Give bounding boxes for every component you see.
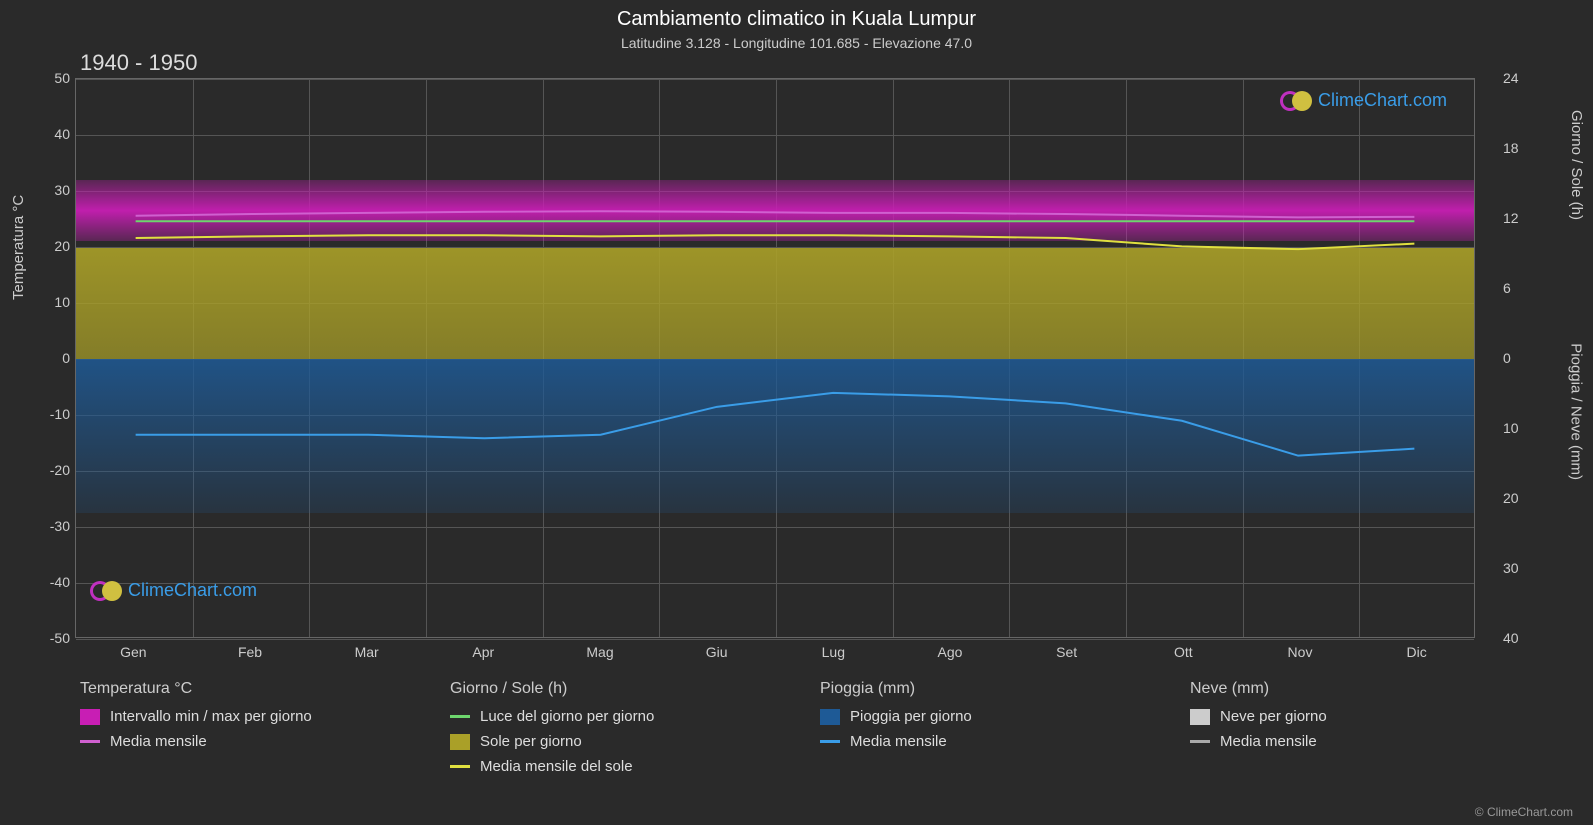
climechart-logo: ClimeChart.com xyxy=(1280,90,1447,111)
y-right-top-tick: 12 xyxy=(1503,210,1533,226)
copyright: © ClimeChart.com xyxy=(1475,805,1573,819)
x-tick: Lug xyxy=(803,644,863,660)
legend-item: Media mensile xyxy=(820,733,1150,750)
legend-label: Sole per giorno xyxy=(480,733,582,750)
y-left-tick: -20 xyxy=(40,462,70,478)
legend-group-title: Temperatura °C xyxy=(80,680,410,698)
legend-group: Neve (mm) Neve per giorno Media mensile xyxy=(1190,680,1520,783)
y-right-bot-tick: 20 xyxy=(1503,490,1533,506)
legend-item: Luce del giorno per giorno xyxy=(450,708,780,725)
rain-mean-line xyxy=(136,393,1415,456)
y-right-bot-tick: 40 xyxy=(1503,630,1533,646)
x-tick: Set xyxy=(1037,644,1097,660)
legend-label: Pioggia per giorno xyxy=(850,708,972,725)
y-right-top-tick: 0 xyxy=(1503,350,1533,366)
logo-icon xyxy=(1280,91,1312,111)
legend-swatch xyxy=(450,715,470,718)
chart-title: Cambiamento climatico in Kuala Lumpur xyxy=(0,0,1593,31)
legend-item: Media mensile del sole xyxy=(450,758,780,775)
x-tick: Feb xyxy=(220,644,280,660)
y-left-tick: 20 xyxy=(40,238,70,254)
temp-mean-line xyxy=(136,211,1415,217)
legend-item: Media mensile xyxy=(1190,733,1520,750)
logo-icon xyxy=(90,581,122,601)
y-left-tick: 50 xyxy=(40,70,70,86)
legend-swatch xyxy=(450,765,470,768)
legend-swatch xyxy=(820,740,840,743)
y-right-bot-tick: 10 xyxy=(1503,420,1533,436)
lines-overlay xyxy=(76,79,1474,637)
x-tick: Mar xyxy=(337,644,397,660)
legend-item: Intervallo min / max per giorno xyxy=(80,708,410,725)
y-left-axis-label: Temperatura °C xyxy=(10,195,27,300)
legend-group: Temperatura °C Intervallo min / max per g… xyxy=(80,680,410,783)
legend-label: Media mensile xyxy=(850,733,947,750)
legend-group-title: Neve (mm) xyxy=(1190,680,1520,698)
legend-swatch xyxy=(450,734,470,750)
y-right-top-tick: 24 xyxy=(1503,70,1533,86)
x-tick: Dic xyxy=(1387,644,1447,660)
legend-label: Media mensile xyxy=(110,733,207,750)
x-tick: Nov xyxy=(1270,644,1330,660)
y-left-tick: 0 xyxy=(40,350,70,366)
legend-group-title: Giorno / Sole (h) xyxy=(450,680,780,698)
y-left-tick: 10 xyxy=(40,294,70,310)
legend-group: Pioggia (mm) Pioggia per giorno Media mens… xyxy=(820,680,1150,783)
legend: Temperatura °C Intervallo min / max per g… xyxy=(80,680,1520,783)
sun-mean-line xyxy=(136,235,1415,249)
y-right-bot-axis-label: Pioggia / Neve (mm) xyxy=(1568,343,1585,480)
x-tick: Mag xyxy=(570,644,630,660)
x-tick: Apr xyxy=(453,644,513,660)
legend-label: Media mensile del sole xyxy=(480,758,633,775)
legend-item: Neve per giorno xyxy=(1190,708,1520,725)
legend-swatch xyxy=(820,709,840,725)
chart-subtitle: Latitudine 3.128 - Longitudine 101.685 -… xyxy=(0,31,1593,51)
y-left-tick: 40 xyxy=(40,126,70,142)
legend-label: Luce del giorno per giorno xyxy=(480,708,654,725)
x-tick: Ott xyxy=(1153,644,1213,660)
y-left-tick: -40 xyxy=(40,574,70,590)
legend-group: Giorno / Sole (h) Luce del giorno per gio… xyxy=(450,680,780,783)
y-right-top-tick: 6 xyxy=(1503,280,1533,296)
legend-label: Media mensile xyxy=(1220,733,1317,750)
y-right-bot-tick: 30 xyxy=(1503,560,1533,576)
legend-item: Sole per giorno xyxy=(450,733,780,750)
legend-group-title: Pioggia (mm) xyxy=(820,680,1150,698)
climechart-logo: ClimeChart.com xyxy=(90,580,257,601)
y-left-tick: -10 xyxy=(40,406,70,422)
legend-swatch xyxy=(80,709,100,725)
y-left-tick: -50 xyxy=(40,630,70,646)
y-right-top-axis-label: Giorno / Sole (h) xyxy=(1568,110,1585,220)
x-tick: Giu xyxy=(687,644,747,660)
legend-swatch xyxy=(1190,740,1210,743)
grid-line-h xyxy=(76,639,1474,640)
legend-item: Media mensile xyxy=(80,733,410,750)
y-left-tick: 30 xyxy=(40,182,70,198)
logo-text: ClimeChart.com xyxy=(128,580,257,601)
legend-label: Neve per giorno xyxy=(1220,708,1327,725)
legend-label: Intervallo min / max per giorno xyxy=(110,708,312,725)
x-tick: Gen xyxy=(103,644,163,660)
y-right-top-tick: 18 xyxy=(1503,140,1533,156)
y-left-tick: -30 xyxy=(40,518,70,534)
chart-plot-area xyxy=(75,78,1475,638)
legend-swatch xyxy=(1190,709,1210,725)
x-tick: Ago xyxy=(920,644,980,660)
legend-item: Pioggia per giorno xyxy=(820,708,1150,725)
logo-text: ClimeChart.com xyxy=(1318,90,1447,111)
legend-swatch xyxy=(80,740,100,743)
period-label: 1940 - 1950 xyxy=(80,50,197,76)
